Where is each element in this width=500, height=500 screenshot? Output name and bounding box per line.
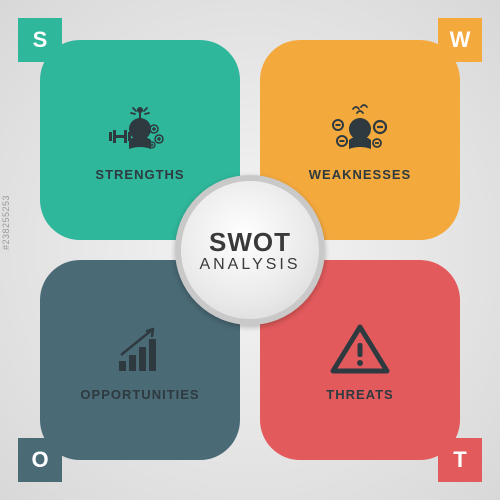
corner-badge-s: S	[18, 18, 62, 62]
corner-letter: O	[31, 447, 48, 473]
center-circle: SWOT ANALYSIS	[175, 175, 325, 325]
threats-icon	[325, 319, 395, 379]
corner-letter: T	[453, 447, 466, 473]
corner-badge-w: W	[438, 18, 482, 62]
weaknesses-icon	[325, 99, 395, 159]
quadrant-label: THREATS	[326, 387, 393, 402]
quadrant-label: OPPORTUNITIES	[80, 387, 199, 402]
center-title: SWOT	[209, 227, 291, 258]
quadrant-label: STRENGTHS	[95, 167, 184, 182]
corner-letter: W	[450, 27, 471, 53]
quadrant-label: WEAKNESSES	[309, 167, 411, 182]
swot-diagram: STRENGTHS WEAKNESSES	[0, 0, 500, 500]
watermark: #238255253	[1, 195, 11, 250]
strengths-icon	[105, 99, 175, 159]
corner-letter: S	[33, 27, 48, 53]
center-subtitle: ANALYSIS	[199, 256, 300, 274]
corner-badge-t: T	[438, 438, 482, 482]
opportunities-icon	[105, 319, 175, 379]
corner-badge-o: O	[18, 438, 62, 482]
